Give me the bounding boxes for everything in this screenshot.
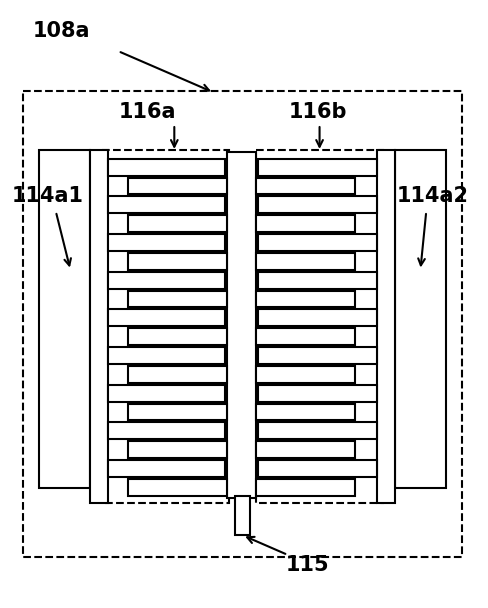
Bar (128, 328, 227, 345)
Text: 115: 115 (286, 555, 329, 575)
Bar (258, 272, 377, 289)
Bar (256, 366, 355, 382)
Bar (128, 404, 227, 420)
Bar (108, 423, 224, 439)
Bar (108, 272, 224, 289)
Text: 108a: 108a (33, 21, 90, 41)
Bar (377, 150, 395, 503)
Bar (256, 253, 355, 270)
Bar (258, 196, 377, 213)
Bar (258, 234, 377, 251)
Bar (128, 479, 227, 496)
Bar (258, 309, 377, 326)
Bar (128, 441, 227, 458)
Text: 114a1: 114a1 (11, 186, 83, 206)
Bar (23, 91, 462, 557)
Bar (108, 196, 224, 213)
Bar (258, 347, 377, 364)
Bar (258, 460, 377, 477)
Bar (258, 423, 377, 439)
Bar (108, 234, 224, 251)
Bar (256, 178, 355, 195)
Bar (227, 152, 256, 498)
Bar (108, 347, 224, 364)
Text: 116a: 116a (119, 102, 176, 122)
Bar (256, 404, 355, 420)
Bar (128, 215, 227, 232)
Bar (108, 385, 224, 401)
Bar (108, 460, 224, 477)
Bar (258, 385, 377, 401)
Bar (235, 496, 250, 535)
Bar (90, 150, 108, 503)
Bar (128, 253, 227, 270)
Bar (39, 150, 90, 488)
Bar (128, 291, 227, 308)
Text: 114a2: 114a2 (397, 186, 468, 206)
Bar (108, 159, 224, 176)
Bar (256, 479, 355, 496)
Bar (256, 215, 355, 232)
Bar (128, 178, 227, 195)
Bar (395, 150, 446, 488)
Bar (108, 309, 224, 326)
Bar (256, 441, 355, 458)
Bar (256, 291, 355, 308)
Bar (256, 328, 355, 345)
Bar (256, 150, 383, 503)
Bar (102, 150, 229, 503)
Bar (128, 366, 227, 382)
Bar (258, 159, 377, 176)
Text: 116b: 116b (288, 102, 347, 122)
